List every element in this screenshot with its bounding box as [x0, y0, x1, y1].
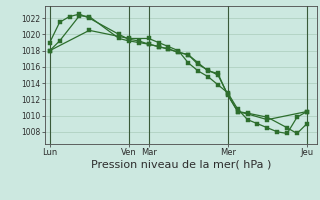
X-axis label: Pression niveau de la mer( hPa ): Pression niveau de la mer( hPa ): [91, 160, 271, 170]
